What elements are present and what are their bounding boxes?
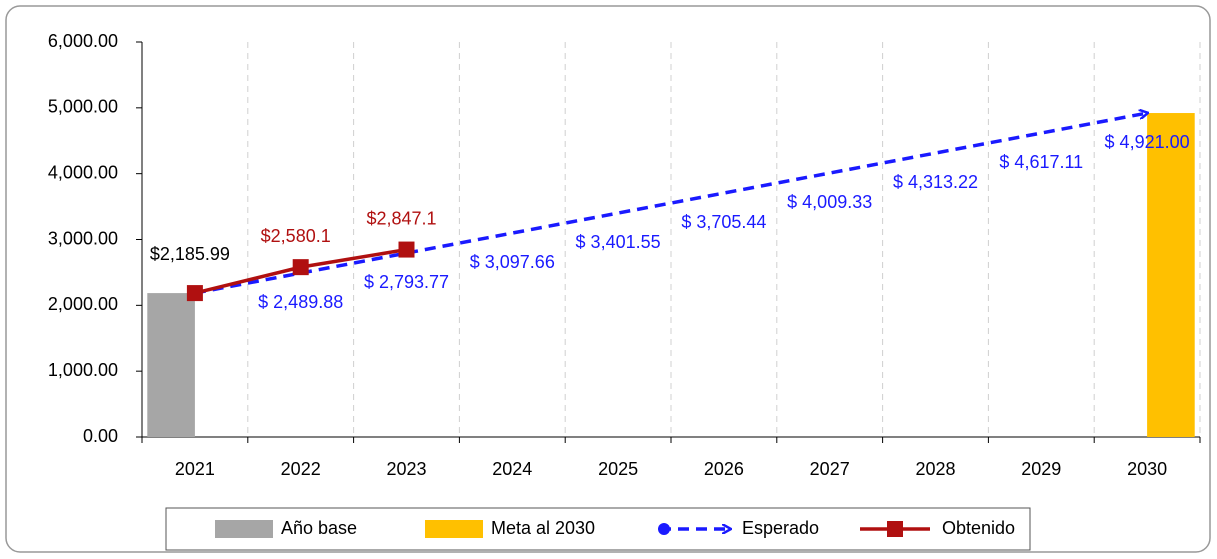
legend-label: Meta al 2030 — [491, 518, 595, 538]
data-label: $ 4,009.33 — [787, 192, 872, 212]
legend-marker — [887, 521, 903, 537]
legend-swatch — [215, 520, 273, 538]
x-tick-label: 2024 — [492, 459, 532, 479]
legend-swatch — [425, 520, 483, 538]
data-label: $ 3,401.55 — [576, 232, 661, 252]
x-tick-label: 2022 — [281, 459, 321, 479]
x-tick-label: 2023 — [386, 459, 426, 479]
x-tick-label: 2027 — [810, 459, 850, 479]
y-tick-label: 4,000.00 — [48, 162, 118, 182]
data-label: $ 2,489.88 — [258, 292, 343, 312]
data-label: $2,580.1 — [261, 226, 331, 246]
data-label: $ 3,705.44 — [681, 212, 766, 232]
legend-label: Esperado — [742, 518, 819, 538]
data-label: $2,847.1 — [366, 208, 436, 228]
data-label: $ 4,617.11 — [999, 152, 1083, 172]
x-tick-label: 2030 — [1127, 459, 1167, 479]
marker — [292, 259, 309, 276]
bar — [147, 293, 195, 437]
chart-border — [5, 5, 1211, 553]
y-tick-label: 2,000.00 — [48, 294, 118, 314]
marker — [186, 285, 203, 302]
y-tick-label: 5,000.00 — [48, 97, 118, 117]
bar — [1147, 113, 1195, 437]
marker — [398, 241, 415, 258]
x-tick-label: 2025 — [598, 459, 638, 479]
legend-label: Obtenido — [942, 518, 1015, 538]
x-tick-label: 2021 — [175, 459, 215, 479]
y-tick-label: 1,000.00 — [48, 360, 118, 380]
legend-label: Año base — [281, 518, 357, 538]
y-tick-label: 0.00 — [83, 426, 118, 446]
data-label: $ 3,097.66 — [470, 252, 555, 272]
data-label: $ 4,921.00 — [1105, 132, 1190, 152]
data-label: $ 2,793.77 — [364, 272, 449, 292]
data-label: $2,185.99 — [150, 244, 230, 264]
legend-marker — [658, 523, 670, 535]
x-tick-label: 2028 — [915, 459, 955, 479]
y-tick-label: 6,000.00 — [48, 31, 118, 51]
y-tick-label: 3,000.00 — [48, 228, 118, 248]
data-label: $ 4,313.22 — [893, 172, 978, 192]
x-tick-label: 2029 — [1021, 459, 1061, 479]
x-tick-label: 2026 — [704, 459, 744, 479]
